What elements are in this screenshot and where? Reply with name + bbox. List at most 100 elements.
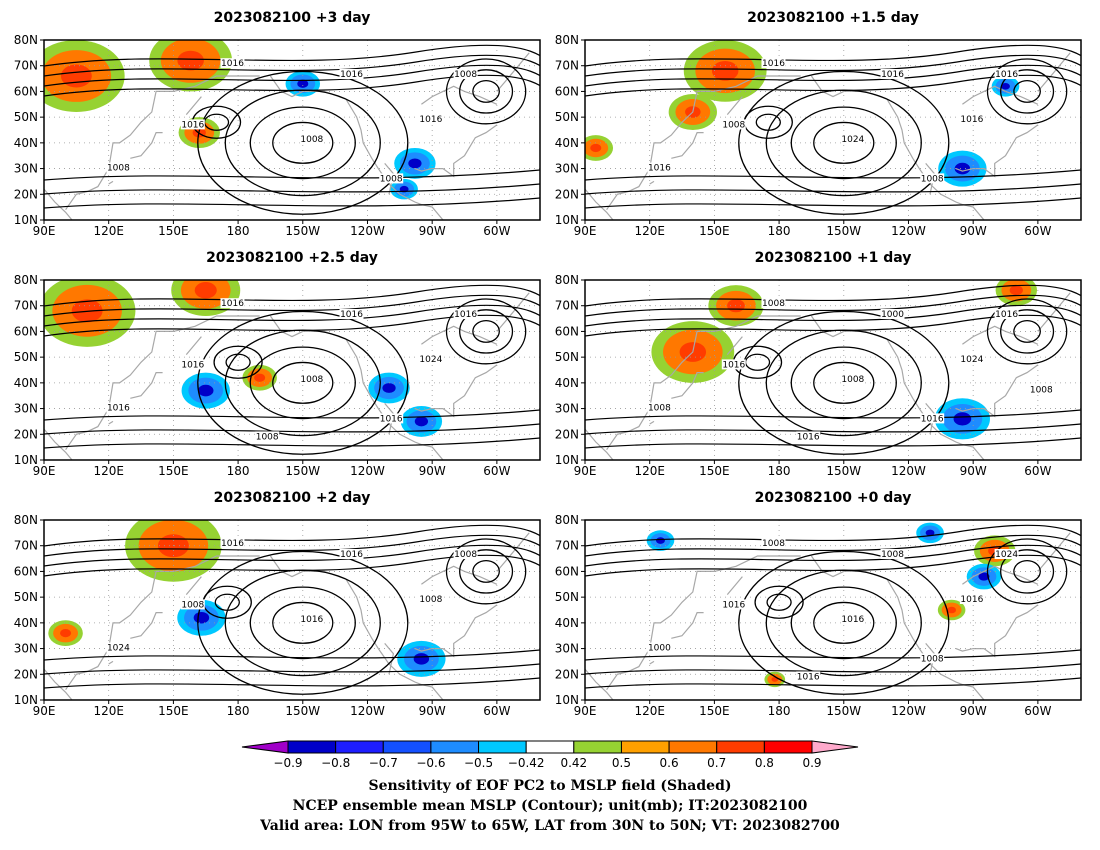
sensitivity-shading-blue [646, 530, 675, 551]
mslp-contours [44, 524, 540, 695]
colorbar-tick-label: −0.8 [321, 756, 350, 770]
contour-line [272, 601, 334, 644]
contour-line [585, 437, 1081, 449]
lon-tick-label: 90E [574, 464, 597, 478]
contour-label: 1016 [841, 615, 864, 625]
contour-label: 1016 [722, 600, 745, 610]
contour-line [585, 663, 1081, 675]
lat-tick-label: 80N [555, 513, 579, 527]
contour-label: 1008 [300, 375, 323, 385]
contour-line [44, 294, 540, 317]
lon-tick-label: 150E [699, 224, 730, 238]
contour-line [585, 524, 1081, 547]
contour-line [445, 58, 527, 125]
coastline [65, 555, 260, 691]
contour-label: 1024 [419, 355, 442, 365]
contour-line [249, 106, 356, 180]
coastline [130, 132, 163, 159]
contour-label: 1008 [921, 174, 944, 184]
mslp-contours [585, 524, 1081, 695]
lat-tick-label: 20N [14, 427, 38, 441]
coastline [414, 604, 498, 658]
contour-line [472, 79, 500, 103]
contour-label: 1024 [960, 355, 983, 365]
contour-line [813, 121, 875, 164]
contour-line [766, 593, 792, 611]
caption-line-2: NCEP ensemble mean MSLP (Contour); unit(… [293, 798, 808, 814]
lon-tick-label: 60W [1024, 464, 1051, 478]
contour-label: 1016 [419, 115, 442, 125]
colorbar-tick-label: 0.7 [707, 756, 726, 770]
coastline [671, 611, 704, 639]
sensitivity-shading-orange [149, 40, 233, 92]
contour-line [738, 550, 950, 695]
lat-tick-label: 50N [555, 350, 579, 364]
lon-tick-label: 150W [285, 224, 320, 238]
colorbar-box [478, 740, 527, 754]
contour-line [44, 524, 540, 547]
panel-title: 2023082100 +2 day [214, 490, 371, 506]
map-panel: 2023082100 +3 day10161016101610081008101… [14, 10, 541, 238]
lat-tick-label: 60N [555, 564, 579, 578]
contour-line [585, 64, 1081, 87]
coastline [185, 576, 202, 595]
lon-tick-label: 90E [33, 224, 56, 238]
coastline [810, 75, 985, 220]
lat-tick-label: 30N [14, 162, 38, 176]
contour-line [1000, 309, 1055, 354]
contour-label: 1016 [921, 414, 944, 424]
contour-label: 1000 [648, 644, 671, 654]
coastline [130, 611, 163, 639]
coastline [269, 315, 444, 460]
sensitivity-shading-blue [991, 76, 1020, 97]
lat-tick-label: 30N [555, 402, 579, 416]
contour-line [738, 70, 950, 215]
colorbar-box [382, 740, 432, 754]
contour-line [44, 534, 540, 557]
coastline [65, 315, 260, 451]
coastline [65, 75, 260, 211]
contour-label: 1000 [881, 310, 904, 320]
map-panels: 2023082100 +3 day10161016101610081008101… [14, 10, 1082, 718]
colorbar-box [763, 740, 813, 754]
contour-label: 1016 [380, 414, 403, 424]
contour-label: 1016 [107, 404, 130, 414]
contour-label: 1016 [797, 432, 820, 442]
lat-tick-label: 50N [555, 110, 579, 124]
lon-tick-label: 90W [960, 704, 987, 718]
caption: Sensitivity of EOF PC2 to MSLP field (Sh… [259, 778, 840, 834]
lat-tick-label: 30N [14, 402, 38, 416]
contour-line [44, 183, 540, 195]
contour-line [445, 538, 527, 605]
contour-line [197, 550, 409, 695]
map-area: 1016 1016 1016 1008 1016 1024 1016 1016 1008 [44, 280, 540, 460]
contour-label: 1008 [256, 432, 279, 442]
map-panel: 2023082100 +1 day 1008 1000 1016 1008 1008 102… [555, 250, 1082, 478]
map-area: 1016 1016 1016 1008 1008 1016 1008 1008 [44, 40, 540, 220]
lat-tick-label: 30N [14, 642, 38, 656]
lon-tick-label: 120W [350, 704, 385, 718]
contour-line [585, 74, 1081, 97]
contour-label: 1016 [340, 70, 363, 80]
lat-tick-label: 70N [555, 299, 579, 313]
map-panel: 2023082100 +2 day 1016 1016 1008 1016 1024 100… [14, 490, 541, 718]
lon-tick-label: 120E [93, 464, 124, 478]
lat-tick-label: 40N [555, 616, 579, 630]
contour-line [986, 538, 1068, 605]
contour-line [44, 64, 540, 87]
lat-tick-label: 10N [14, 693, 38, 707]
contour-line [790, 106, 897, 180]
coastline [421, 325, 498, 345]
lon-tick-label: 180 [227, 704, 250, 718]
coastline [962, 85, 1039, 105]
contour-label: 1008 [1030, 386, 1053, 396]
contour-label: 1008 [762, 299, 785, 309]
contour-line [44, 423, 540, 435]
contour-line [44, 663, 540, 675]
contour-line [585, 197, 1081, 209]
colorbar-tick-label: −0.7 [369, 756, 398, 770]
colorbar-box [525, 740, 575, 754]
contour-label: 1016 [181, 360, 204, 370]
contour-label: 1016 [960, 115, 983, 125]
contour-label: 1008 [454, 550, 477, 560]
